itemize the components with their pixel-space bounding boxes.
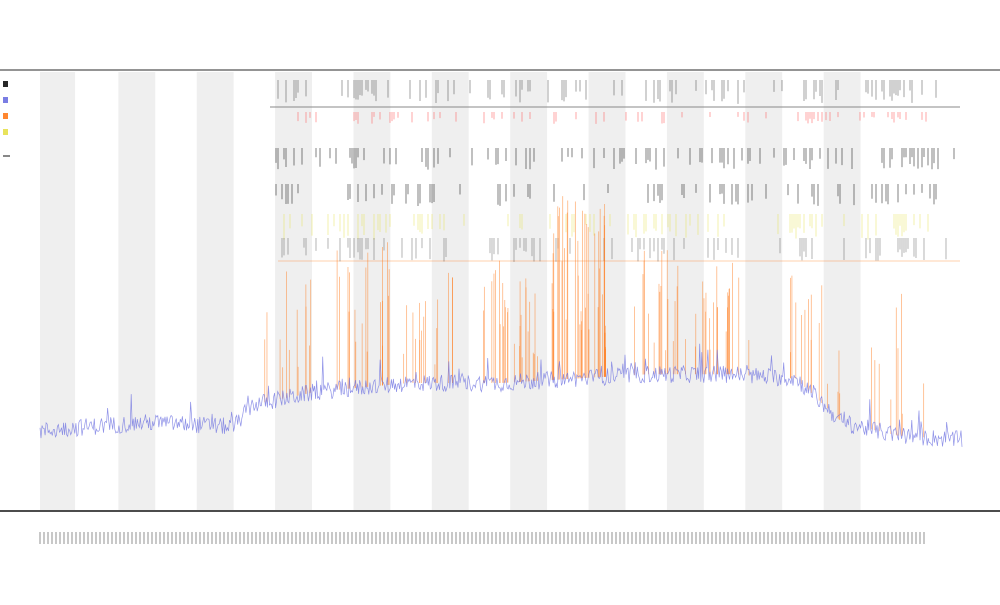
main-series <box>39 343 963 447</box>
band-7 <box>588 72 626 510</box>
band-3 <box>275 72 312 510</box>
band-5 <box>431 72 469 510</box>
x-tick-labels <box>39 532 925 544</box>
spike-series <box>264 196 925 438</box>
band-0 <box>40 72 76 510</box>
main-series-line <box>39 343 963 447</box>
legend-swatch-3 <box>3 129 8 135</box>
band-9 <box>745 72 783 510</box>
legend-swatch-2 <box>3 113 8 119</box>
legend-swatch-1 <box>3 97 8 103</box>
band-1 <box>118 72 156 510</box>
band-4 <box>353 72 391 510</box>
event-tracks <box>270 80 960 262</box>
band-8 <box>666 72 704 510</box>
band-10 <box>823 72 861 510</box>
band-6 <box>510 72 548 510</box>
band-2 <box>196 72 234 510</box>
legend <box>3 81 10 157</box>
band-shading <box>40 72 861 510</box>
legend-swatch-0 <box>3 81 8 87</box>
